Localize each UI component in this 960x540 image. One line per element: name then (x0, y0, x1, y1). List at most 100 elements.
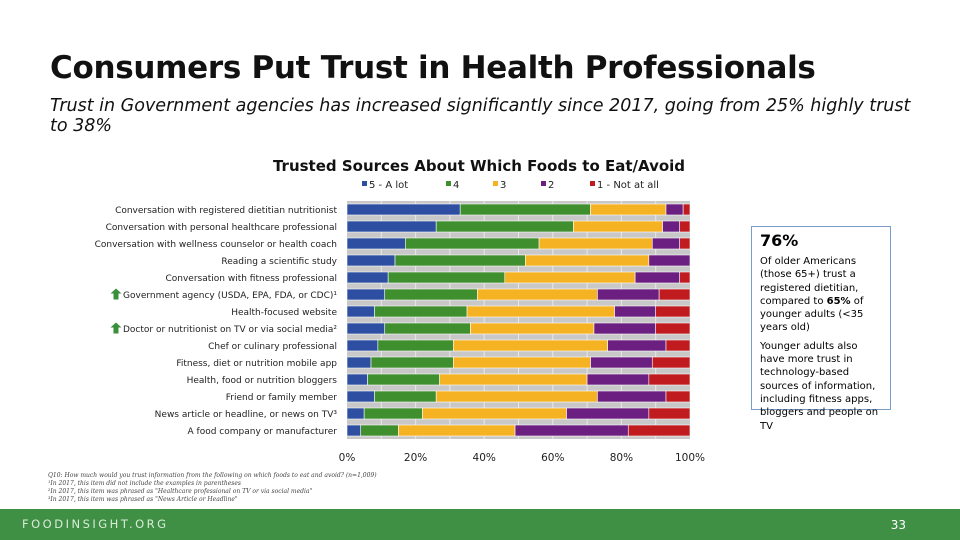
bar-segment (627, 424, 691, 437)
bar-segment (651, 237, 681, 250)
bar-segment (504, 271, 636, 284)
footnote-1: ¹In 2017, this item did not include the … (48, 480, 241, 487)
bar-segment (538, 237, 653, 250)
legend-swatch (446, 181, 451, 186)
category-label: Conversation with personal healthcare pr… (106, 223, 337, 233)
category-label: Conversation with registered dietitian n… (115, 206, 337, 216)
bar-segment (679, 220, 691, 233)
page-subtitle: Trust in Government agencies has increas… (50, 96, 911, 136)
category-label: Reading a scientific study (221, 257, 337, 267)
chart-title: Trusted Sources About Which Foods to Eat… (273, 157, 685, 175)
bar-segment (346, 220, 437, 233)
bar-segment (394, 254, 526, 267)
x-tick-label: 60% (541, 452, 564, 464)
bar-segment (453, 356, 591, 369)
category-label: Health-focused website (231, 308, 337, 318)
callout-paragraph-younger: Younger adults also have more trust in t… (760, 340, 879, 432)
legend-swatch (493, 181, 498, 186)
bar-segment (435, 220, 574, 233)
bar-segment (682, 203, 691, 216)
bar-segment (346, 407, 365, 420)
bar-segment (346, 424, 362, 437)
bar-segment (525, 254, 650, 267)
bar-segment (346, 356, 372, 369)
bar-segment (346, 322, 386, 335)
category-label: Conversation with fitness professional (165, 274, 337, 284)
bar-segment (360, 424, 399, 437)
increase-arrow-icon (110, 288, 122, 300)
bar-segment (593, 322, 657, 335)
category-label: Doctor or nutritionist on TV or via soci… (123, 325, 337, 335)
bar-segment (435, 390, 598, 403)
bar-segment (346, 288, 386, 301)
bar-segment (514, 424, 629, 437)
bar-segment (665, 203, 684, 216)
bar-segment (370, 356, 454, 369)
bar-segment (466, 305, 615, 318)
bar-segment (384, 322, 471, 335)
x-tick-label: 80% (610, 452, 633, 464)
legend-swatch (362, 181, 367, 186)
callout-text-b: of younger adults (<35 years old) (760, 295, 864, 334)
callout-stat: 76% (760, 231, 799, 250)
category-label: Friend or family member (226, 393, 338, 403)
bar-segment (439, 373, 588, 386)
x-tick-label: 100% (675, 452, 705, 464)
category-label: Conversation with wellness counselor or … (95, 240, 337, 250)
legend-label: 1 - Not at all (597, 180, 659, 191)
page-number: 33 (890, 518, 906, 532)
category-label: A food company or manufacturer (188, 427, 338, 437)
bar-segment (586, 373, 650, 386)
stacked-bar-chart: Trusted Sources About Which Foods to Eat… (95, 157, 705, 464)
category-label: Fitness, diet or nutrition mobile app (176, 359, 337, 369)
bar-segment (367, 373, 440, 386)
x-tick-label: 40% (473, 452, 496, 464)
bar-segment (655, 305, 691, 318)
bar-segment (477, 288, 598, 301)
bar-segment (346, 203, 461, 216)
bar-segment (665, 339, 691, 352)
bar-segment (346, 237, 406, 250)
page-title: Consumers Put Trust in Health Profession… (50, 50, 816, 86)
footer-bar: FOODINSIGHT.ORG 33 (0, 509, 960, 540)
footnote-2: ²In 2017, this item was phrased as "Heal… (48, 488, 313, 495)
legend-label: 3 (500, 180, 506, 191)
legend-label: 2 (548, 180, 554, 191)
callout-bold-stat: 65% (826, 295, 851, 307)
category-label: Government agency (USDA, EPA, FDA, or CD… (123, 291, 337, 301)
category-label: Chef or culinary professional (208, 342, 337, 352)
bar-segment (346, 305, 375, 318)
bar-segment (405, 237, 540, 250)
bar-segment (346, 390, 375, 403)
insight-callout: 76% Of older Americans (those 65+) trust… (751, 226, 891, 432)
bar-segment (346, 339, 379, 352)
legend-swatch (541, 181, 546, 186)
bar-segment (614, 305, 656, 318)
bar-segment (346, 254, 396, 267)
bar-segment (607, 339, 667, 352)
bar-segment (566, 407, 650, 420)
callout-paragraph-older: Of older Americans (those 65+) trust a r… (760, 255, 882, 335)
footnote-3: ³In 2017, this item was phrased as "News… (48, 496, 238, 503)
category-label: Health, food or nutrition bloggers (187, 376, 338, 386)
x-tick-label: 0% (339, 452, 356, 464)
bar-segment (590, 203, 667, 216)
bar-segment (634, 271, 681, 284)
footnotes: Q10: How much would you trust informatio… (48, 472, 648, 504)
bar-segment (470, 322, 595, 335)
bar-segment (346, 373, 368, 386)
bar-segment (648, 407, 691, 420)
bar-segment (387, 271, 506, 284)
bar-segment (597, 390, 667, 403)
footer-brand[interactable]: FOODINSIGHT.ORG (22, 517, 169, 531)
bar-segment (363, 407, 423, 420)
callout-text-a: Of older Americans (those 65+) trust a r… (760, 256, 859, 307)
bar-segment (374, 390, 437, 403)
bar-segment (658, 288, 691, 301)
bar-segment (590, 356, 653, 369)
footnote-question: Q10: How much would you trust informatio… (48, 472, 377, 479)
legend-swatch (590, 181, 595, 186)
legend-label: 5 - A lot (369, 180, 408, 191)
x-tick-label: 20% (404, 452, 427, 464)
bar-segment (651, 356, 691, 369)
